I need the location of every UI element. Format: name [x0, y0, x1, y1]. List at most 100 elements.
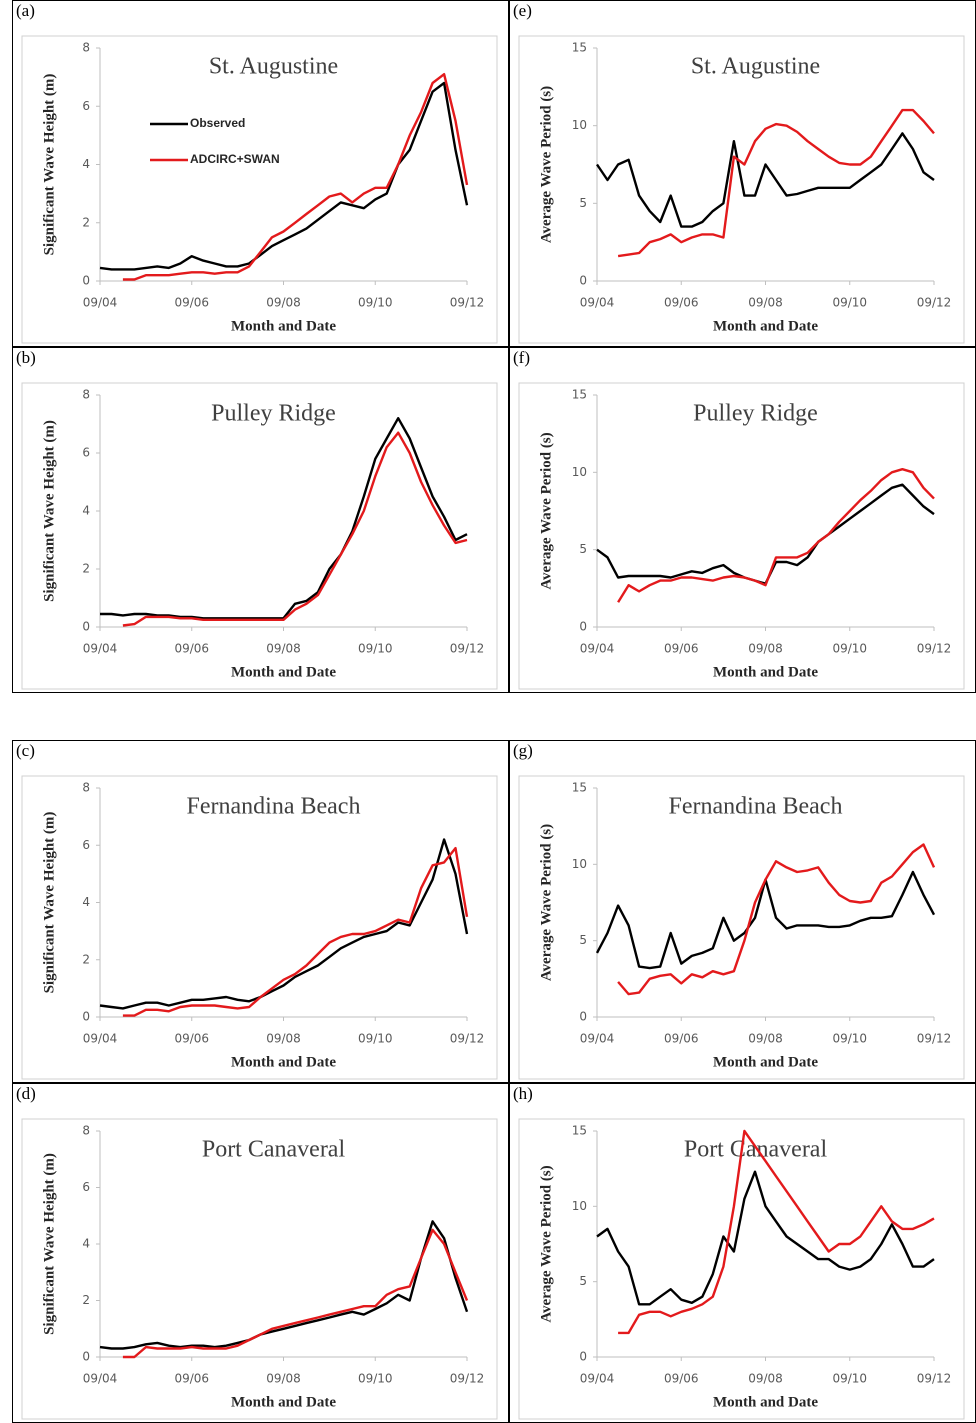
- x-axis-label: Month and Date: [231, 1054, 336, 1070]
- y-tick-label: 5: [579, 196, 587, 210]
- series-line: [99, 838, 469, 1010]
- panel-label: (h): [513, 1084, 533, 1103]
- y-tick-label: 15: [572, 388, 587, 402]
- y-tick-label: 0: [82, 1010, 90, 1024]
- series-line: [122, 431, 468, 627]
- y-axis-label: Significant Wave Height (m): [41, 1153, 57, 1335]
- panel-label: (d): [16, 1084, 36, 1103]
- panel-label: (f): [513, 348, 530, 367]
- legend-label: ADCIRC+SWAN: [190, 152, 280, 166]
- x-tick-label: 09/08: [748, 296, 783, 310]
- x-tick-label: 09/10: [358, 1372, 393, 1386]
- panel-label: (g): [513, 741, 533, 760]
- series-line: [99, 81, 469, 271]
- x-axis-label: Month and Date: [231, 1394, 336, 1410]
- x-tick-label: 09/04: [83, 1372, 118, 1386]
- y-tick-label: 0: [579, 620, 587, 634]
- x-tick-label: 09/08: [748, 1032, 783, 1046]
- y-tick-label: 2: [82, 562, 90, 576]
- y-tick-label: 6: [82, 446, 90, 460]
- x-tick-label: 09/06: [664, 296, 699, 310]
- y-tick-label: 2: [82, 215, 90, 229]
- series-line: [122, 846, 469, 1017]
- x-tick-label: 09/10: [832, 296, 867, 310]
- x-tick-label: 09/04: [83, 1032, 118, 1046]
- y-axis-label: Significant Wave Height (m): [41, 812, 57, 994]
- x-tick-label: 09/10: [832, 1372, 867, 1386]
- y-tick-label: 2: [82, 1293, 90, 1307]
- x-tick-label: 09/12: [917, 1372, 952, 1386]
- x-tick-label: 09/10: [358, 296, 393, 310]
- y-tick-label: 15: [572, 1124, 587, 1138]
- panel-border: [12, 347, 509, 693]
- y-tick-label: 0: [82, 620, 90, 634]
- y-tick-label: 5: [579, 933, 587, 947]
- x-tick-label: 09/12: [450, 1032, 485, 1046]
- x-tick-label: 09/06: [174, 642, 209, 656]
- chart-title: Fernandina Beach: [187, 794, 361, 820]
- x-tick-label: 09/06: [664, 1032, 699, 1046]
- series-line: [617, 843, 936, 996]
- series-line: [596, 132, 935, 228]
- chart-title: St. Augustine: [209, 54, 338, 80]
- x-tick-label: 09/08: [266, 1372, 301, 1386]
- legend-label: Observed: [190, 116, 245, 130]
- x-tick-label: 09/08: [266, 296, 301, 310]
- x-axis-label: Month and Date: [231, 318, 336, 334]
- x-tick-label: 09/10: [832, 1032, 867, 1046]
- panel-label: (e): [513, 1, 532, 20]
- x-axis-label: Month and Date: [713, 664, 818, 680]
- x-tick-label: 09/08: [748, 642, 783, 656]
- y-tick-label: 5: [579, 542, 587, 556]
- y-axis-label: Average Wave Period (s): [538, 432, 554, 589]
- x-tick-label: 09/04: [83, 642, 118, 656]
- panel-label: (b): [16, 348, 36, 367]
- x-tick-label: 09/06: [664, 1372, 699, 1386]
- x-tick-label: 09/12: [450, 642, 485, 656]
- chart-frame: [21, 382, 498, 690]
- x-tick-label: 09/10: [358, 642, 393, 656]
- series-line: [122, 73, 469, 281]
- x-tick-label: 09/06: [174, 296, 209, 310]
- y-axis-label: Average Wave Period (s): [538, 86, 554, 243]
- y-tick-label: 0: [579, 274, 587, 288]
- x-tick-label: 09/06: [174, 1372, 209, 1386]
- x-tick-label: 09/12: [450, 1372, 485, 1386]
- series-line: [617, 468, 935, 603]
- y-tick-label: 0: [579, 1350, 587, 1364]
- x-tick-label: 09/12: [450, 296, 485, 310]
- chart-title: Fernandina Beach: [669, 794, 843, 820]
- x-tick-label: 09/08: [266, 1032, 301, 1046]
- x-axis-label: Month and Date: [231, 664, 336, 680]
- x-tick-label: 09/12: [917, 1032, 952, 1046]
- series-line: [100, 417, 468, 620]
- chart-frame: [518, 35, 965, 344]
- y-axis-label: Significant Wave Height (m): [41, 74, 57, 256]
- y-tick-label: 8: [82, 781, 90, 795]
- y-tick-label: 0: [82, 274, 90, 288]
- x-tick-label: 09/12: [917, 642, 952, 656]
- x-tick-label: 09/04: [580, 1032, 615, 1046]
- y-tick-label: 4: [82, 157, 90, 171]
- y-tick-label: 6: [82, 838, 90, 852]
- y-tick-label: 4: [82, 504, 90, 518]
- chart-frame: [518, 775, 965, 1080]
- y-tick-label: 15: [572, 41, 587, 55]
- chart-title: Port Canaveral: [684, 1137, 828, 1163]
- y-tick-label: 8: [82, 388, 90, 402]
- y-tick-label: 6: [82, 99, 90, 113]
- panel-label: (c): [16, 741, 35, 760]
- y-axis-label: Significant Wave Height (m): [41, 420, 57, 602]
- y-tick-label: 0: [579, 1010, 587, 1024]
- panel-border: [12, 0, 509, 347]
- chart-title: Pulley Ridge: [211, 401, 336, 427]
- chart-frame: [21, 35, 498, 344]
- x-tick-label: 09/10: [832, 642, 867, 656]
- y-tick-label: 8: [82, 1124, 90, 1138]
- y-tick-label: 6: [82, 1180, 90, 1194]
- chart-frame: [518, 1118, 965, 1420]
- series-line: [617, 108, 935, 258]
- x-tick-label: 09/08: [266, 642, 301, 656]
- panel-border: [12, 740, 509, 1083]
- x-tick-label: 09/08: [748, 1372, 783, 1386]
